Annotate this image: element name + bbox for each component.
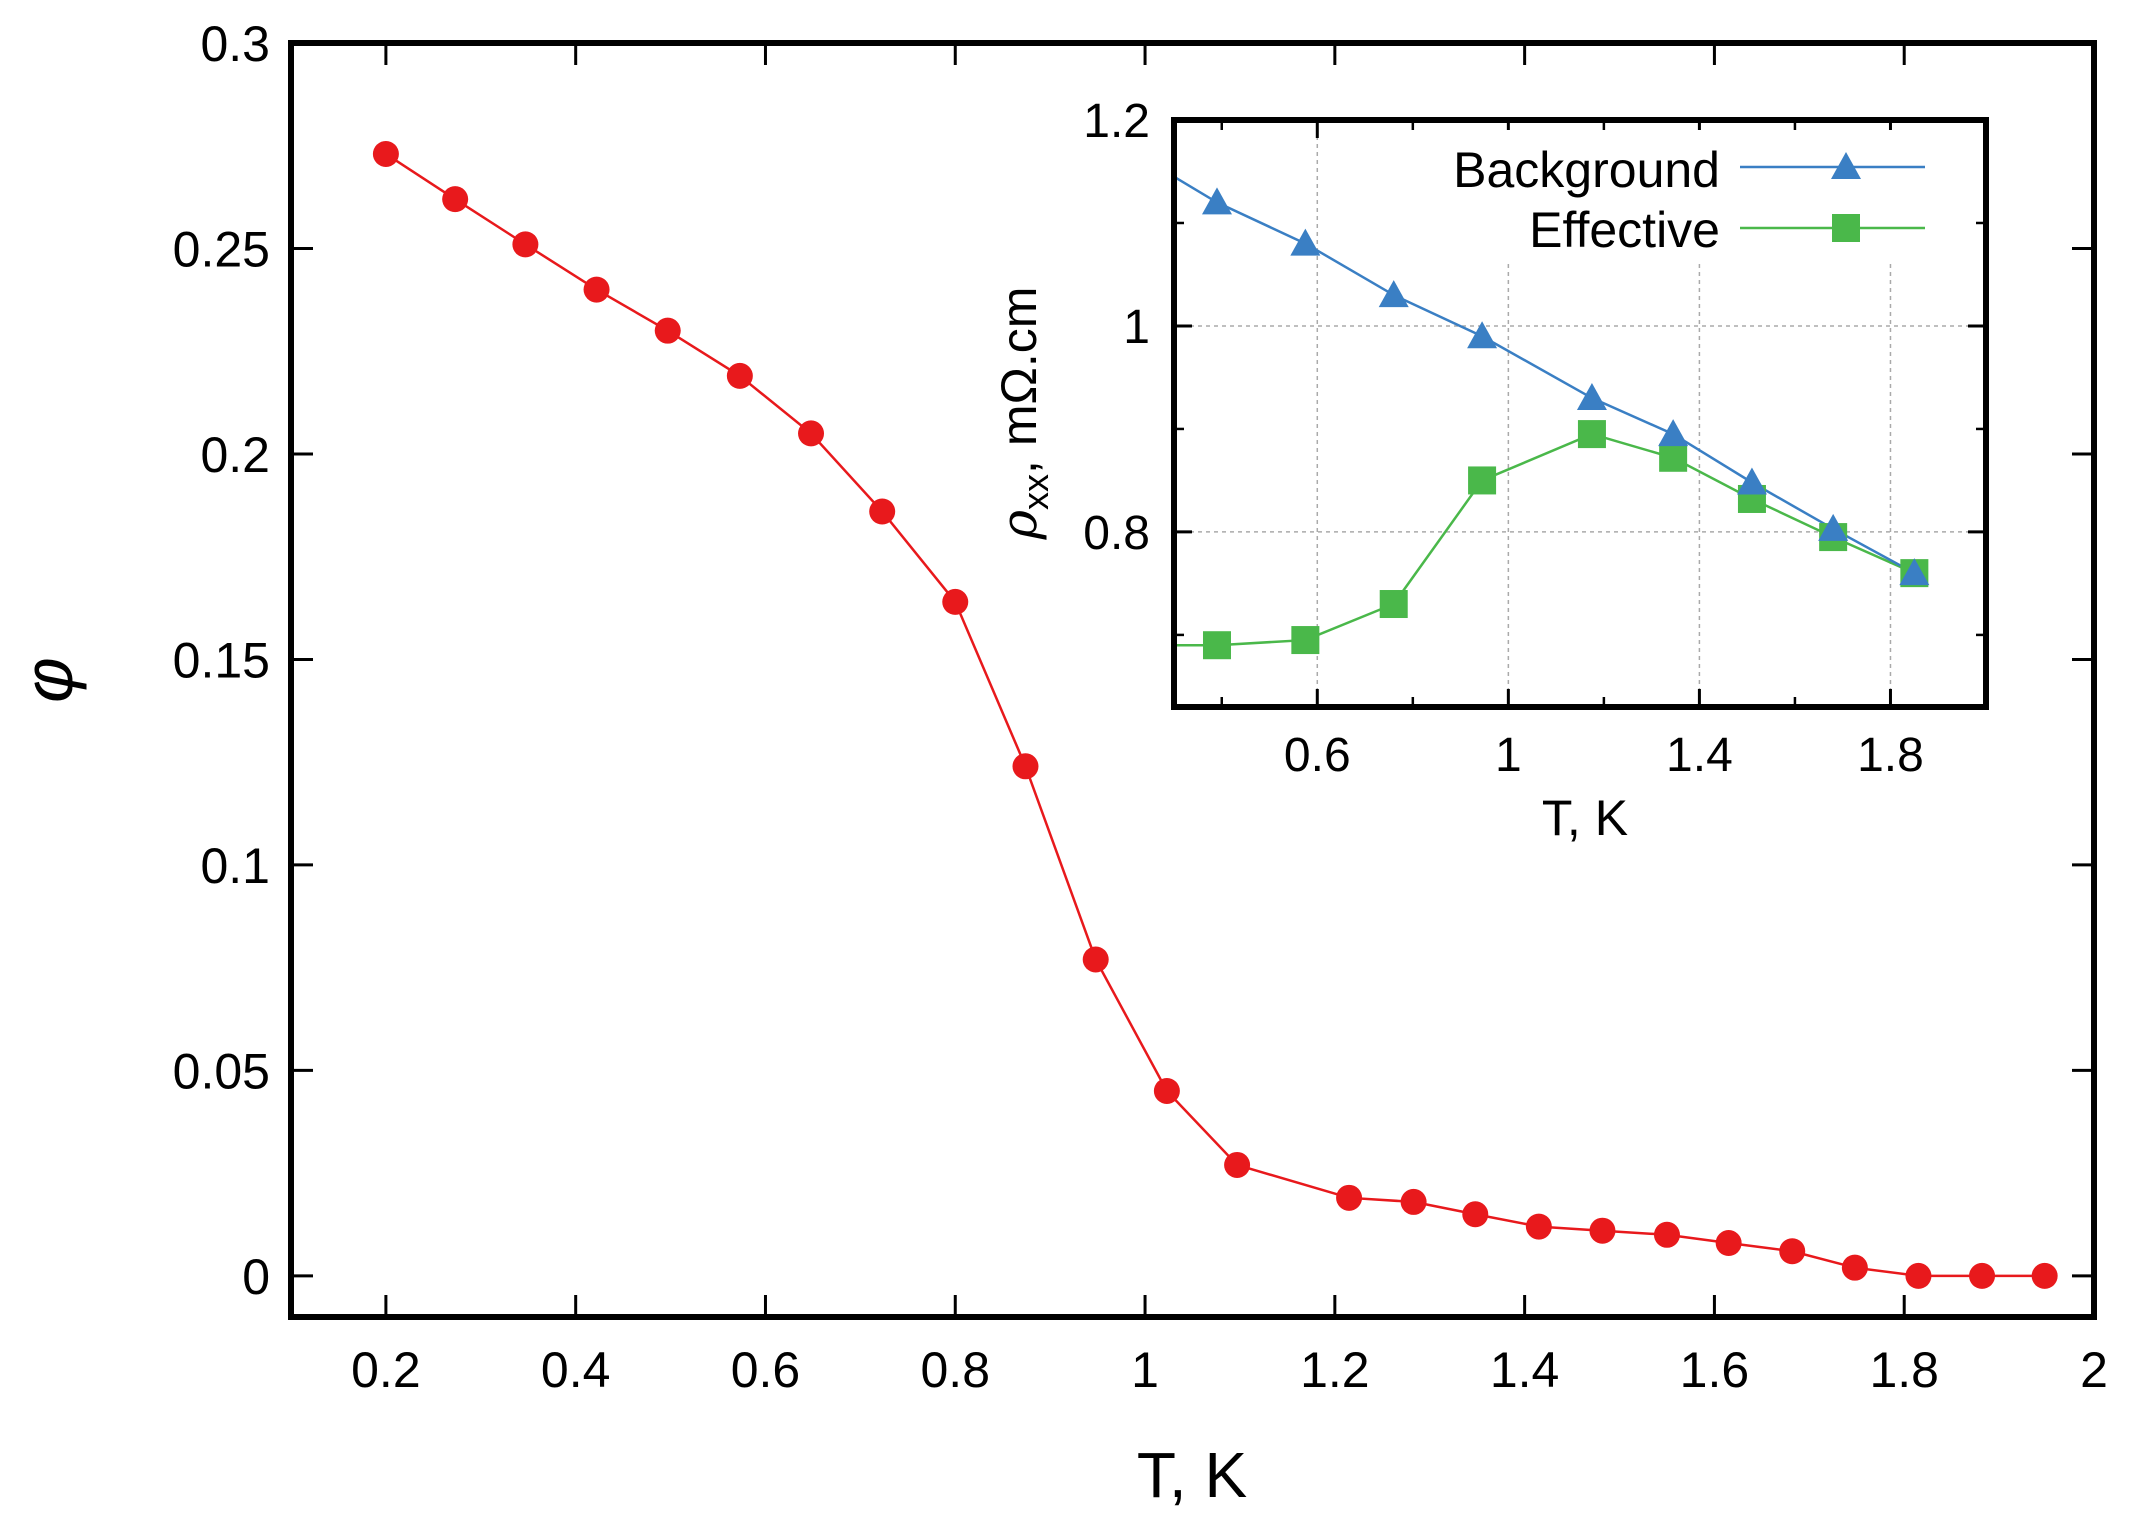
inset-data-point-effective <box>1659 443 1688 472</box>
main-x-tick-label: 1.4 <box>1490 1342 1560 1398</box>
inset-data-point-background <box>1658 419 1689 447</box>
inset-data-point-background <box>1378 280 1409 308</box>
main-x-tick-label: 0.8 <box>921 1342 991 1398</box>
inset-series-line-background <box>1173 175 1915 575</box>
main-data-point <box>1715 1230 1742 1257</box>
inset-ylabel-rest: , mΩ.cm <box>991 287 1047 474</box>
main-data-point <box>1153 1077 1180 1104</box>
main-x-tick-label: 1.8 <box>1869 1342 1939 1398</box>
inset-ticks: 0.6 1 1.4 1.8 0.8 1 1.2 <box>1083 95 1986 782</box>
inset-plot: 0.6 1 1.4 1.8 0.8 1 1.2 Background Effective T… <box>990 95 1989 846</box>
inset-data-point-background <box>1290 228 1321 256</box>
main-data-point <box>372 140 399 167</box>
inset-y-axis-title: ρxx, mΩ.cm <box>990 287 1056 541</box>
main-x-tick-label: 1.2 <box>1300 1342 1370 1398</box>
inset-data-point-effective <box>1468 466 1497 495</box>
inset-data-point-background <box>1576 383 1607 411</box>
inset-data-point-background <box>1201 187 1232 215</box>
inset-data-point-effective <box>1291 626 1320 655</box>
main-x-tick-label: 0.2 <box>351 1342 421 1398</box>
main-x-tick-label: 1.6 <box>1680 1342 1750 1398</box>
main-ticks: 0.2 0.4 0.6 0.8 1 1.2 1.4 1.6 1.8 2 0 0.05 0.1 0.15 0.… <box>173 16 2108 1398</box>
inset-x-tick-label: 1.4 <box>1666 729 1733 782</box>
legend-marker-effective <box>1832 214 1860 242</box>
inset-x-tick-label: 1.8 <box>1857 729 1924 782</box>
inset-data-point-background <box>1467 321 1498 349</box>
main-data-point <box>942 588 969 615</box>
inset-legend: Background Effective <box>1390 130 1940 260</box>
main-data-point <box>1905 1262 1932 1289</box>
main-x-tick-label: 2 <box>2080 1342 2108 1398</box>
main-data-point <box>2031 1262 2058 1289</box>
main-data-point <box>512 231 539 258</box>
main-data-point <box>726 362 753 389</box>
inset-series-line-effective <box>1174 432 1915 647</box>
main-x-tick-label: 1 <box>1131 1342 1159 1398</box>
main-data-point <box>442 186 469 213</box>
inset-data-point-effective <box>1577 420 1606 449</box>
main-data-point <box>869 498 896 525</box>
main-plot: 0.2 0.4 0.6 0.8 1 1.2 1.4 1.6 1.8 2 0 0.05 0.1 0.15 0.… <box>9 16 2108 1511</box>
main-data-point <box>1400 1188 1427 1215</box>
main-data-point <box>1462 1201 1489 1228</box>
inset-data-point-effective <box>1202 631 1231 660</box>
legend-label-effective: Effective <box>1529 202 1720 258</box>
main-data-point <box>1082 946 1109 973</box>
inset-marks <box>1173 175 1930 660</box>
main-y-tick-label: 0.15 <box>173 632 270 688</box>
main-y-tick-label: 0.3 <box>200 16 270 72</box>
inset-x-tick-label: 1 <box>1495 729 1522 782</box>
legend-marker-background <box>1831 152 1861 179</box>
inset-data-point-background <box>1818 513 1849 541</box>
main-x-axis-title: T, K <box>1137 1439 1247 1511</box>
main-data-point <box>1525 1213 1552 1240</box>
inset-data-point-background <box>1899 558 1930 586</box>
inset-ylabel-sub: xx <box>1015 474 1056 510</box>
main-y-tick-label: 0.05 <box>173 1043 270 1099</box>
inset-ylabel-rho: ρ <box>990 509 1048 540</box>
inset-x-tick-label: 0.6 <box>1284 729 1351 782</box>
inset-y-tick-label: 1.2 <box>1083 95 1150 148</box>
inset-y-tick-label: 1 <box>1123 301 1150 354</box>
main-y-tick-label: 0.25 <box>173 221 270 277</box>
main-data-point <box>583 276 610 303</box>
inset-data-point-background <box>1736 467 1767 495</box>
main-data-point <box>798 420 825 447</box>
inset-y-axis-title-text: ρxx, mΩ.cm <box>990 287 1056 541</box>
main-data-point <box>1336 1184 1363 1211</box>
inset-data-point-effective <box>1379 590 1408 619</box>
inset-y-tick-label: 0.8 <box>1083 507 1150 560</box>
main-marks <box>372 140 2058 1289</box>
main-data-point <box>1841 1254 1868 1281</box>
main-data-point <box>654 317 681 344</box>
main-data-point <box>1012 753 1039 780</box>
main-data-point <box>1224 1151 1251 1178</box>
inset-x-axis-title: T, K <box>1542 790 1628 846</box>
main-x-tick-label: 0.4 <box>541 1342 611 1398</box>
legend-label-background: Background <box>1453 142 1720 198</box>
inset-plot-frame <box>1171 117 1989 710</box>
main-data-point <box>1653 1221 1680 1248</box>
main-data-point <box>1969 1262 1996 1289</box>
main-x-tick-label: 0.6 <box>731 1342 801 1398</box>
main-data-point <box>1779 1238 1806 1265</box>
main-y-tick-label: 0.1 <box>200 838 270 894</box>
main-plot-frame <box>288 40 2097 1320</box>
main-y-axis-title: φ <box>9 657 87 703</box>
main-y-tick-label: 0.2 <box>200 427 270 483</box>
main-y-tick-label: 0 <box>242 1249 270 1305</box>
main-data-point <box>1589 1217 1616 1244</box>
